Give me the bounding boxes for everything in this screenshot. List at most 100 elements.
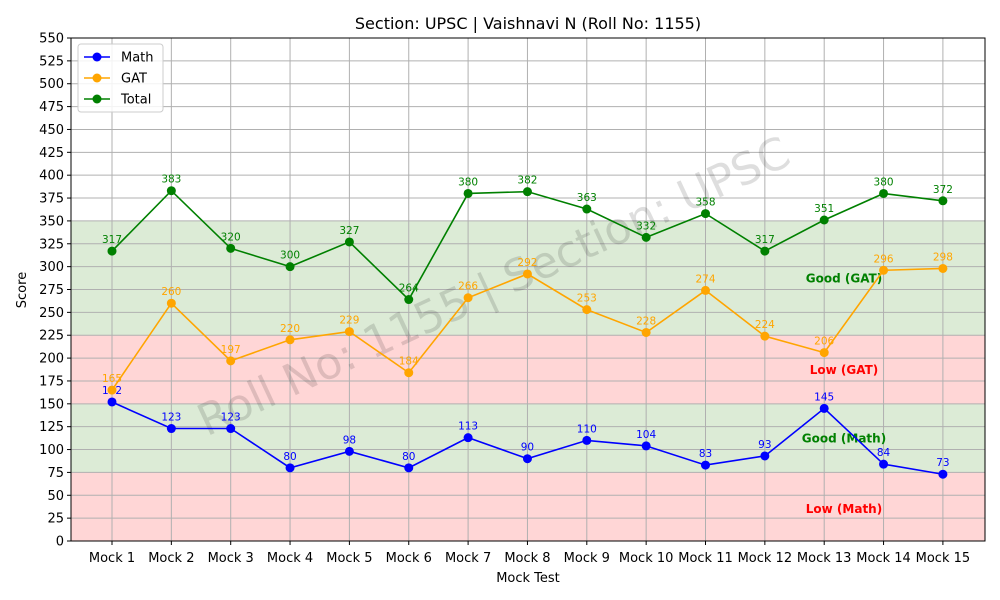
- point-gat-1: [107, 385, 117, 395]
- x-tick-label-mock-13: Mock 13: [797, 551, 852, 566]
- y-tick-label-325: 325: [39, 237, 64, 252]
- x-tick-label-mock-4: Mock 4: [267, 551, 313, 566]
- data-label-gat-4: 220: [280, 323, 300, 335]
- x-tick-label-mock-6: Mock 6: [386, 551, 432, 566]
- y-tick-label-200: 200: [39, 352, 64, 367]
- data-label-total-2: 383: [161, 174, 181, 186]
- band-low-gat: [71, 335, 985, 404]
- band-label-low-math: Low (Math): [806, 502, 882, 516]
- data-label-gat-3: 197: [221, 344, 241, 356]
- x-tick-label-mock-15: Mock 15: [916, 551, 971, 566]
- y-tick-label-375: 375: [39, 192, 64, 207]
- band-low-math: [71, 472, 985, 541]
- y-tick-label-475: 475: [39, 100, 64, 115]
- data-label-math-3: 123: [221, 412, 241, 424]
- y-axis: 0 25 50 75 100 125 150 175 200 225 250 275 300 325 350…: [39, 32, 71, 550]
- legend-marker-gat: [92, 73, 102, 83]
- legend-label-math: Math: [121, 51, 154, 66]
- series-total: 317 383 320 300 327 264 380 382 363 332 358 317 351 3…: [102, 174, 953, 305]
- band-label-good-gat: Good (GAT): [806, 272, 882, 286]
- point-math-14: [879, 459, 889, 469]
- point-math-12: [760, 451, 770, 461]
- point-math-3: [226, 424, 236, 434]
- point-gat-6: [404, 368, 414, 378]
- point-math-9: [582, 435, 592, 445]
- x-tick-label-mock-10: Mock 10: [619, 551, 674, 566]
- y-tick-label-150: 150: [39, 397, 64, 412]
- data-label-math-9: 110: [577, 423, 597, 435]
- x-tick-label-mock-3: Mock 3: [208, 551, 254, 566]
- legend-item-gat: GAT: [84, 72, 147, 87]
- x-tick-label-mock-9: Mock 9: [564, 551, 610, 566]
- point-total-15: [938, 196, 948, 206]
- y-tick-label-25: 25: [47, 512, 64, 527]
- threshold-bands: [71, 220, 985, 541]
- x-axis-label: Mock Test: [496, 571, 560, 586]
- data-label-gat-8: 292: [517, 257, 537, 269]
- point-gat-7: [463, 293, 473, 303]
- x-tick-label-mock-11: Mock 11: [678, 551, 733, 566]
- data-label-total-9: 363: [577, 192, 597, 204]
- x-tick-label-mock-7: Mock 7: [445, 551, 491, 566]
- data-label-total-1: 317: [102, 234, 122, 246]
- data-label-gat-9: 253: [577, 293, 597, 305]
- point-gat-2: [166, 298, 176, 308]
- legend-item-total: Total: [84, 93, 151, 108]
- point-math-4: [285, 463, 295, 473]
- data-label-gat-2: 260: [161, 286, 181, 298]
- data-label-gat-13: 206: [814, 336, 834, 348]
- data-label-gat-10: 228: [636, 315, 656, 327]
- data-label-total-15: 372: [933, 184, 953, 196]
- point-total-14: [879, 188, 889, 198]
- y-axis-label: Score: [15, 272, 30, 308]
- y-tick-label-425: 425: [39, 146, 64, 161]
- data-label-total-6: 264: [399, 283, 419, 295]
- data-label-math-6: 80: [402, 451, 415, 463]
- data-label-gat-12: 224: [755, 319, 775, 331]
- x-tick-label-mock-2: Mock 2: [148, 551, 194, 566]
- y-tick-label-350: 350: [39, 214, 64, 229]
- data-label-gat-5: 229: [339, 315, 359, 327]
- point-total-3: [226, 243, 236, 253]
- point-math-1: [107, 397, 117, 407]
- y-tick-label-100: 100: [39, 443, 64, 458]
- series-layer: 1521231238098801139011010483931458473165…: [102, 174, 953, 479]
- band-labels: Low (Math) Good (Math) Low (GAT) Good (GAT): [802, 272, 886, 516]
- y-tick-label-175: 175: [39, 374, 64, 389]
- band-label-good-math: Good (Math): [802, 432, 886, 446]
- legend-marker-total: [92, 94, 102, 104]
- point-gat-5: [344, 327, 354, 337]
- point-total-2: [166, 186, 176, 196]
- band-label-low-gat: Low (GAT): [810, 363, 879, 377]
- y-tick-label-50: 50: [47, 489, 64, 504]
- y-tick-label-525: 525: [39, 54, 64, 69]
- data-label-math-15: 73: [936, 457, 949, 469]
- point-math-11: [701, 460, 710, 470]
- point-gat-10: [641, 327, 651, 337]
- data-label-math-5: 98: [343, 434, 356, 446]
- y-tick-label-75: 75: [47, 466, 64, 481]
- data-label-math-7: 113: [458, 421, 478, 433]
- point-total-13: [819, 215, 829, 225]
- data-label-total-12: 317: [755, 234, 775, 246]
- data-label-math-2: 123: [161, 412, 181, 424]
- point-gat-11: [701, 285, 710, 295]
- data-label-math-4: 80: [283, 451, 296, 463]
- point-math-6: [404, 463, 414, 473]
- y-tick-label-500: 500: [39, 77, 64, 92]
- point-math-15: [938, 469, 948, 479]
- data-label-math-8: 90: [521, 442, 534, 454]
- x-tick-label-mock-1: Mock 1: [89, 551, 135, 566]
- legend-box: [77, 43, 164, 113]
- y-tick-label-450: 450: [39, 123, 64, 138]
- data-label-total-14: 380: [874, 176, 894, 188]
- data-label-gat-14: 296: [874, 253, 894, 265]
- data-label-math-14: 84: [877, 447, 891, 459]
- legend-label-total: Total: [120, 93, 151, 108]
- y-tick-label-275: 275: [39, 283, 64, 298]
- point-math-10: [641, 441, 651, 451]
- y-tick-label-225: 225: [39, 329, 64, 344]
- legend-label-gat: GAT: [121, 72, 147, 87]
- data-label-total-5: 327: [339, 225, 359, 237]
